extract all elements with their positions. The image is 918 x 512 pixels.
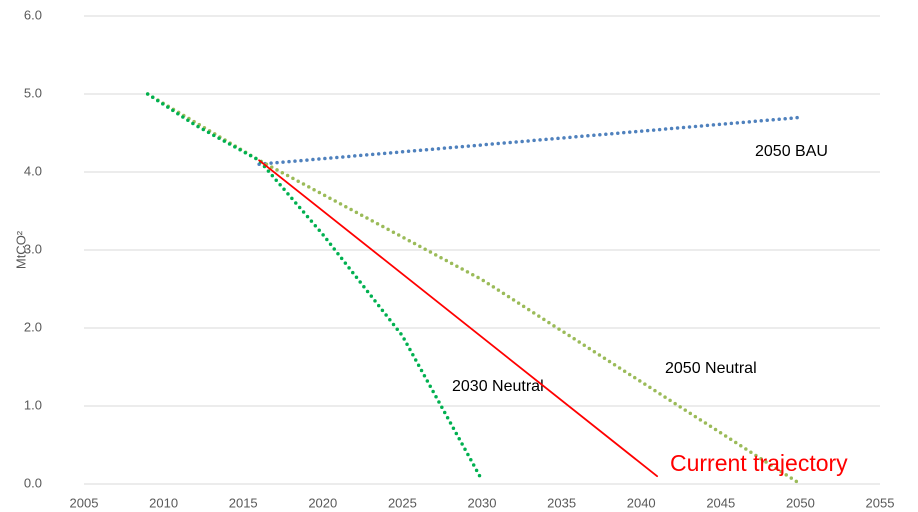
series-label: 2050 Neutral xyxy=(665,360,757,377)
y-tick-label: 2.0 xyxy=(24,319,42,334)
x-tick-label: 2010 xyxy=(149,495,178,510)
x-tick-label: 2025 xyxy=(388,495,417,510)
series-line xyxy=(258,159,659,478)
series-label: 2050 BAU xyxy=(755,143,828,160)
series-line xyxy=(145,92,484,482)
x-tick-label: 2045 xyxy=(706,495,735,510)
x-tick-label: 2015 xyxy=(229,495,258,510)
series-label: 2030 Neutral xyxy=(452,378,544,395)
y-tick-label: 5.0 xyxy=(24,85,42,100)
x-tick-label: 2055 xyxy=(866,495,895,510)
y-tick-label: 6.0 xyxy=(24,7,42,22)
y-tick-label: 0.0 xyxy=(24,475,42,490)
y-tick-label: 3.0 xyxy=(24,241,42,256)
x-tick-label: 2005 xyxy=(70,495,99,510)
series-label: Current trajectory xyxy=(670,450,848,476)
x-tick-label: 2030 xyxy=(468,495,497,510)
y-tick-label: 1.0 xyxy=(24,397,42,412)
x-tick-label: 2020 xyxy=(308,495,337,510)
y-tick-label: 4.0 xyxy=(24,163,42,178)
series-line xyxy=(257,115,803,166)
series-line xyxy=(145,92,803,486)
y-axis-label: MtCO² xyxy=(13,230,28,269)
x-tick-label: 2050 xyxy=(786,495,815,510)
x-tick-label: 2035 xyxy=(547,495,576,510)
x-tick-label: 2040 xyxy=(627,495,656,510)
